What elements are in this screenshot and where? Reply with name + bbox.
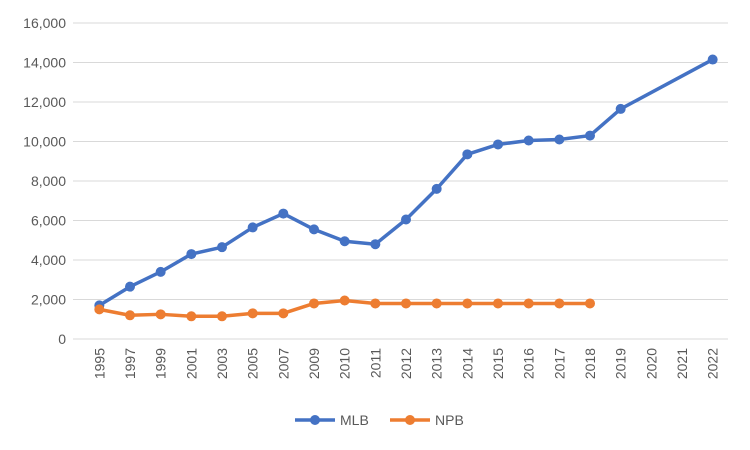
point xyxy=(309,224,319,235)
x-tick-label: 2003 xyxy=(214,348,230,379)
point xyxy=(339,236,350,247)
point xyxy=(462,298,473,309)
legend-label: NPB xyxy=(435,412,464,428)
x-tick-label: 2016 xyxy=(521,348,537,379)
y-tick-label: 8,000 xyxy=(31,173,66,189)
gap-connector xyxy=(619,57,714,111)
point xyxy=(125,310,135,321)
x-tick-label: 2018 xyxy=(582,348,598,379)
point xyxy=(94,304,105,315)
point xyxy=(247,308,258,319)
x-tick-label: 2013 xyxy=(429,348,445,379)
y-tick-label: 14,000 xyxy=(23,55,66,71)
x-tick-label: 2021 xyxy=(674,348,690,379)
point xyxy=(615,103,626,114)
point xyxy=(370,239,381,250)
y-tick-label: 16,000 xyxy=(23,15,66,31)
point xyxy=(217,242,227,253)
point xyxy=(401,298,411,309)
point xyxy=(493,139,503,150)
x-tick-label: 2014 xyxy=(459,348,475,379)
point xyxy=(278,208,289,219)
y-tick-label: 4,000 xyxy=(31,252,66,268)
point xyxy=(217,311,227,322)
point xyxy=(431,298,442,309)
point xyxy=(186,249,197,260)
point xyxy=(155,266,166,277)
point xyxy=(401,214,411,225)
point xyxy=(309,298,319,309)
x-tick-label: 2022 xyxy=(705,348,721,379)
x-tick-label: 2009 xyxy=(306,348,322,379)
point xyxy=(155,309,166,320)
x-tick-label: 2019 xyxy=(613,348,629,379)
point xyxy=(707,54,718,65)
line-series xyxy=(99,60,712,306)
y-tick-label: 6,000 xyxy=(31,213,66,229)
x-tick-label: 2012 xyxy=(398,348,414,379)
y-tick-label: 0 xyxy=(58,331,66,347)
legend-marker xyxy=(310,415,320,425)
point xyxy=(493,298,503,309)
x-tick-label: 2011 xyxy=(367,348,383,378)
point xyxy=(125,281,135,292)
x-tick-label: 2017 xyxy=(551,348,567,379)
point xyxy=(431,183,442,194)
point xyxy=(186,311,197,322)
x-tick-label: 2005 xyxy=(245,348,261,379)
x-tick-label: 2001 xyxy=(183,348,199,379)
x-tick-label: 2010 xyxy=(337,348,353,379)
x-tick-label: 2007 xyxy=(275,348,291,379)
legend-label: MLB xyxy=(340,412,369,428)
x-tick-label: 2020 xyxy=(643,348,659,379)
point xyxy=(523,298,534,309)
point xyxy=(339,295,350,306)
y-tick-label: 12,000 xyxy=(23,94,66,110)
point xyxy=(523,135,534,146)
point xyxy=(585,130,595,141)
legend-marker xyxy=(405,415,415,425)
point xyxy=(585,298,595,309)
point xyxy=(278,308,289,319)
point xyxy=(370,298,381,309)
point xyxy=(247,222,258,233)
point xyxy=(462,149,473,160)
x-tick-label: 1995 xyxy=(91,348,107,379)
y-tick-label: 10,000 xyxy=(23,134,66,150)
x-tick-label: 1999 xyxy=(153,348,169,379)
x-tick-label: 2015 xyxy=(490,348,506,379)
point xyxy=(554,298,565,309)
y-tick-label: 2,000 xyxy=(31,292,66,308)
x-tick-label: 1997 xyxy=(122,348,138,379)
point xyxy=(554,134,565,145)
